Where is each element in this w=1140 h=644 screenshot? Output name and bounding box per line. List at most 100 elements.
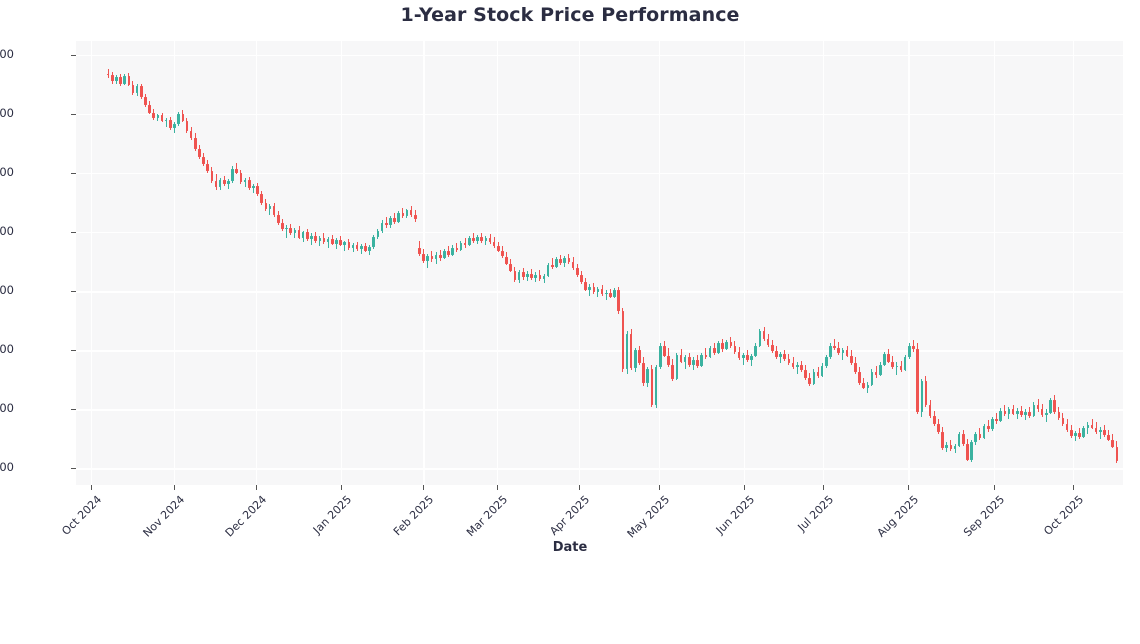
candle-body: [517, 272, 521, 281]
candle-body: [405, 210, 409, 216]
candle-wick: [742, 352, 744, 365]
gridline-vertical: [743, 41, 745, 485]
candle-body: [534, 274, 537, 278]
candle-body: [721, 343, 724, 350]
y-axis-tick-mark: [71, 409, 76, 411]
candle-body: [667, 355, 670, 366]
candle-body: [986, 425, 990, 430]
candle-body: [281, 223, 284, 230]
candle-body: [663, 345, 666, 356]
candle-body: [521, 272, 525, 278]
candle-body: [600, 288, 604, 295]
candle-body: [119, 77, 122, 85]
candle-body: [1090, 424, 1094, 428]
candle-body: [962, 434, 965, 445]
candle-body: [185, 120, 189, 132]
candle-wick: [875, 365, 877, 378]
candle-body: [210, 171, 214, 181]
candle-body: [397, 213, 400, 222]
gridline-vertical: [993, 41, 995, 485]
candle-body: [546, 265, 550, 276]
candle-body: [472, 238, 475, 241]
candle-body: [476, 237, 479, 241]
candle-body: [812, 371, 816, 385]
y-axis-tick-mark: [71, 232, 76, 234]
x-axis-tick-mark: [255, 485, 257, 490]
candle-body: [1065, 424, 1069, 431]
candle-body: [414, 214, 417, 220]
candle-wick: [344, 240, 346, 252]
candle-body: [497, 245, 500, 251]
candle-wick: [1004, 404, 1006, 417]
y-axis-tick-mark: [71, 114, 76, 116]
candle-wick: [1074, 430, 1076, 442]
candle-body: [920, 381, 924, 412]
candle-body: [658, 345, 662, 367]
x-axis-tick-label: Jul 2025: [795, 493, 837, 534]
candle-body: [708, 348, 712, 357]
candle-body: [854, 362, 857, 373]
candle-body: [156, 115, 160, 118]
candle-body: [297, 229, 301, 238]
candle-body: [144, 97, 147, 105]
candle-body: [584, 282, 587, 290]
candle-body: [1003, 410, 1007, 415]
candle-body: [966, 444, 969, 460]
candle-body: [384, 222, 388, 226]
candle-wick: [589, 284, 591, 297]
candle-body: [239, 172, 243, 183]
candle-body: [1053, 399, 1056, 413]
candle-body: [252, 185, 255, 188]
candle-body: [351, 244, 355, 249]
gridline-vertical: [579, 41, 581, 485]
candle-body: [301, 232, 305, 238]
candle-body: [227, 180, 230, 185]
candle-wick: [464, 238, 466, 248]
x-axis-tick-mark: [743, 485, 745, 490]
gridline-vertical: [255, 41, 258, 485]
candle-body: [932, 415, 936, 425]
y-axis-tick-label: $35.00: [0, 283, 14, 298]
x-axis-tick-label: Apr 2025: [547, 493, 593, 538]
x-axis-tick-mark: [993, 485, 995, 490]
candle-body: [1015, 410, 1019, 414]
candle-body: [115, 77, 118, 82]
candle-body: [272, 205, 276, 216]
candle-body: [800, 364, 803, 370]
candle-body: [1057, 412, 1061, 419]
candle-body: [243, 180, 247, 183]
candle-body: [1111, 439, 1115, 447]
candle-body: [459, 242, 463, 250]
x-axis-tick-label: Oct 2025: [1041, 493, 1087, 538]
candle-body: [974, 434, 978, 443]
candle-body: [912, 345, 915, 350]
candle-body: [409, 210, 413, 215]
candle-body: [430, 255, 434, 260]
candle-body: [621, 311, 625, 370]
candle-body: [1086, 424, 1090, 429]
candle-body: [617, 290, 621, 312]
candle-wick: [1025, 409, 1027, 421]
candle-body: [106, 74, 110, 76]
candle-body: [937, 424, 940, 433]
candle-wick: [551, 258, 553, 269]
candle-body: [750, 356, 753, 361]
candle-wick: [896, 362, 898, 376]
candle-wick: [402, 207, 404, 219]
candle-wick: [427, 253, 429, 268]
y-axis-tick-label: $30.00: [0, 342, 14, 357]
candle-body: [480, 237, 483, 242]
candle-body: [625, 333, 629, 370]
candle-body: [991, 418, 994, 430]
x-axis-tick-label: May 2025: [624, 493, 672, 541]
candle-wick: [319, 235, 321, 247]
candle-body: [567, 258, 571, 262]
candle-body: [654, 366, 658, 405]
x-axis-tick-mark: [173, 485, 175, 490]
candle-body: [787, 359, 791, 363]
candle-body: [700, 355, 704, 367]
candle-body: [463, 242, 467, 246]
candle-body: [683, 357, 687, 362]
candle-body: [376, 231, 380, 237]
candle-body: [488, 238, 492, 243]
